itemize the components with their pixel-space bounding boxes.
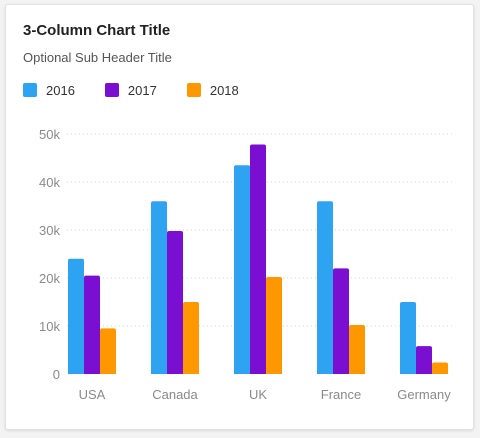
x-tick-label-uk: UK (249, 387, 267, 402)
y-tick-label: 20k (39, 271, 60, 286)
grid-lines (67, 133, 455, 327)
legend-swatch-2018 (186, 83, 201, 97)
legend-item-2017[interactable]: 2017 (104, 82, 157, 98)
bar-usa-2018[interactable] (100, 328, 116, 376)
x-tick-label-usa: USA (79, 387, 106, 402)
x-tick-label-canada: Canada (152, 387, 198, 402)
bar-germany-2018[interactable] (432, 362, 448, 376)
y-tick-label: 10k (39, 319, 60, 334)
bar-france-2017[interactable] (333, 268, 349, 376)
legend-swatch-2017 (104, 83, 119, 97)
bars (60, 144, 460, 377)
chart-subtitle: Optional Sub Header Title (23, 50, 172, 65)
bar-france-2016[interactable] (317, 201, 333, 376)
bar-canada-2016[interactable] (151, 201, 167, 376)
bar-germany-2016[interactable] (400, 302, 416, 376)
y-tick-label: 0 (53, 367, 60, 382)
y-tick-label: 40k (39, 175, 60, 190)
y-tick-label: 30k (39, 223, 60, 238)
bar-canada-2017[interactable] (167, 230, 183, 376)
bar-uk-2017[interactable] (250, 144, 266, 376)
chart-title: 3-Column Chart Title (23, 22, 171, 39)
bar-usa-2016[interactable] (68, 258, 84, 376)
legend-label-2017: 2017 (127, 82, 157, 98)
x-axis: USA Canada UK France Germany (79, 387, 452, 402)
bar-germany-2017[interactable] (416, 346, 432, 376)
x-tick-label-france: France (321, 387, 361, 402)
x-tick-label-germany: Germany (397, 387, 451, 402)
legend-label-2016: 2016 (46, 82, 75, 98)
legend-label-2018: 2018 (209, 82, 239, 98)
y-axis: 0 10k 20k 30k 40k 50k (39, 127, 60, 382)
bar-uk-2016[interactable] (234, 165, 250, 376)
legend-item-2018[interactable]: 2018 (186, 82, 239, 98)
baseline (60, 374, 460, 377)
bar-canada-2018[interactable] (183, 302, 199, 376)
bar-france-2018[interactable] (349, 325, 365, 376)
y-tick-label: 50k (39, 127, 60, 142)
bar-usa-2017[interactable] (84, 275, 100, 376)
legend-swatch-2016 (23, 83, 37, 97)
legend-item-2016[interactable]: 2016 (23, 83, 75, 98)
legend: 2016 2017 2018 (23, 80, 269, 100)
bar-uk-2018[interactable] (266, 277, 282, 376)
